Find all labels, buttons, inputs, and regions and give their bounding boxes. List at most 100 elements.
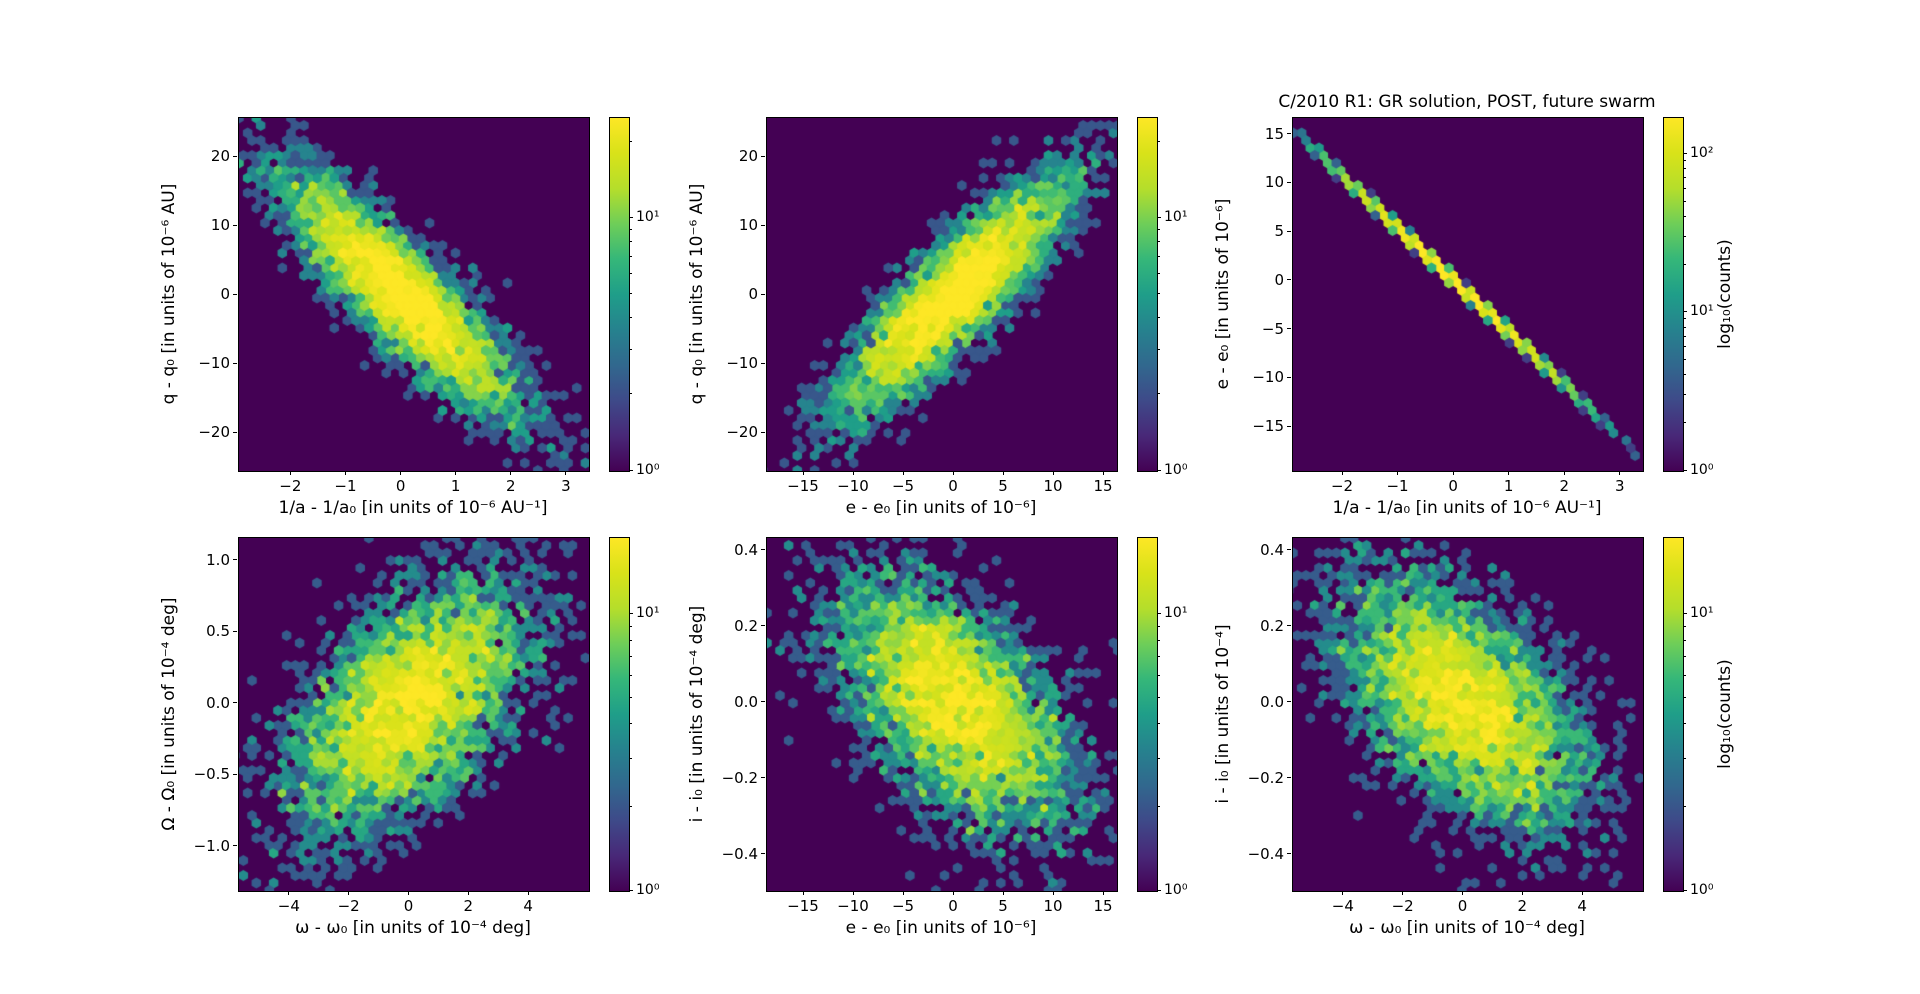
y-tick (233, 559, 237, 561)
y-tick (761, 701, 765, 703)
x-tick-label: 0 (948, 897, 958, 915)
y-tick (1287, 133, 1291, 135)
colorbar-tick-label: 10¹ (1164, 605, 1188, 622)
colorbar-minor-tick (1157, 674, 1160, 676)
x-tick (565, 471, 567, 475)
x-tick-label: −5 (891, 897, 915, 915)
colorbar-minor-tick (1683, 656, 1686, 658)
colorbar-tick (629, 469, 633, 471)
x-tick-label: 0 (403, 897, 414, 915)
x-tick-label: 2 (1559, 477, 1569, 495)
y-tick-label: −10 (198, 354, 230, 373)
x-tick (1508, 471, 1510, 475)
y-tick (761, 155, 765, 157)
y-axis-label: q - q₀ [in units of 10⁻⁶ AU] (159, 183, 179, 404)
colorbar (1137, 537, 1158, 892)
colorbar-minor-tick (1683, 393, 1686, 395)
y-tick (761, 224, 765, 226)
x-axis-label: 1/a - 1/a₀ [in units of 10⁻⁶ AU⁻¹] (278, 498, 548, 518)
colorbar-minor-tick (629, 241, 632, 243)
colorbar-tick (1683, 469, 1687, 471)
y-axis-label: e - e₀ [in units of 10⁻⁶] (1213, 198, 1233, 389)
colorbar-tick-label: 10¹ (1690, 605, 1714, 622)
colorbar-minor-tick (1683, 346, 1686, 348)
colorbar-minor-tick (1683, 626, 1686, 628)
x-tick (510, 471, 512, 475)
x-tick (1462, 891, 1463, 895)
x-tick-label: 3 (1614, 477, 1625, 495)
colorbar-minor-tick (1683, 160, 1686, 162)
y-tick (1287, 279, 1291, 281)
x-tick (289, 471, 291, 475)
colorbar-minor-tick (629, 349, 632, 351)
colorbar-minor-tick (1683, 757, 1686, 759)
colorbar-tick (1157, 889, 1161, 891)
x-tick (852, 891, 854, 895)
x-tick (455, 471, 457, 475)
y-tick-label: 0.0 (1260, 692, 1284, 711)
y-tick (233, 773, 237, 775)
colorbar-minor-tick (1683, 421, 1686, 423)
colorbar-minor-tick (1157, 393, 1160, 395)
y-tick-label: 0 (1274, 270, 1284, 289)
x-tick (527, 891, 529, 895)
x-tick (802, 471, 804, 475)
colorbar-tick (629, 889, 633, 891)
x-tick (1002, 891, 1004, 895)
y-tick (1287, 625, 1291, 627)
colorbar-tick-label: 10¹ (636, 208, 660, 225)
x-tick (1002, 471, 1004, 475)
x-tick-label: 3 (561, 477, 571, 495)
y-tick-label: 20 (210, 147, 230, 166)
x-tick (1402, 891, 1404, 895)
x-tick (902, 891, 904, 895)
colorbar-minor-tick (1157, 806, 1160, 808)
x-tick-label: −2 (1391, 897, 1414, 915)
colorbar-minor-tick (629, 273, 632, 274)
y-tick-label: −1.0 (193, 836, 230, 855)
colorbar (1663, 537, 1684, 892)
y-tick (233, 702, 237, 704)
colorbar-tick-label: 10¹ (636, 605, 660, 622)
y-axis-label: i - i₀ [in units of 10⁻⁴ deg] (687, 605, 707, 822)
y-tick (1287, 230, 1291, 232)
colorbar-minor-tick (1683, 358, 1686, 360)
x-tick (952, 891, 954, 895)
y-tick (1287, 549, 1291, 551)
x-tick-label: −10 (837, 897, 869, 915)
x-tick-label: 4 (523, 897, 533, 915)
y-tick-label: 10 (210, 216, 230, 235)
x-tick-label: 10 (1043, 477, 1063, 495)
y-tick-label: −10 (1252, 368, 1284, 387)
colorbar-tick-label: 10² (1690, 144, 1714, 161)
colorbar-tick (1683, 613, 1687, 615)
x-tick-label: 0 (395, 477, 406, 495)
colorbar-minor-tick (1157, 293, 1160, 294)
colorbar-tick-label: 10⁰ (636, 881, 660, 898)
y-tick-label: 0.4 (1260, 540, 1284, 559)
x-axis-label: ω - ω₀ [in units of 10⁻⁴ deg] (1349, 918, 1585, 938)
y-tick-label: −0.2 (721, 768, 758, 787)
colorbar-minor-tick (1683, 318, 1686, 320)
y-tick (233, 362, 237, 364)
hexbin-canvas (766, 537, 1118, 892)
x-axis-label: e - e₀ [in units of 10⁻⁶] (845, 918, 1037, 938)
x-tick (1052, 891, 1054, 895)
y-tick (1287, 425, 1291, 427)
x-tick-label: 5 (998, 897, 1008, 915)
colorbar-tick (1683, 152, 1687, 154)
y-tick (233, 224, 237, 226)
x-tick-label: 5 (998, 477, 1008, 495)
colorbar-tick-label: 10⁰ (636, 461, 660, 478)
colorbar-tick (1157, 469, 1161, 471)
x-tick (1521, 891, 1523, 895)
x-axis-label: 1/a - 1/a₀ [in units of 10⁻⁶ AU⁻¹] (1332, 498, 1602, 518)
y-axis-label: q - q₀ [in units of 10⁻⁶ AU] (687, 183, 707, 404)
y-tick (761, 625, 765, 627)
colorbar-tick (1157, 613, 1161, 615)
y-tick-label: −0.2 (1247, 768, 1284, 787)
y-tick-label: −20 (726, 423, 758, 442)
y-tick-label: 0.2 (734, 616, 758, 635)
colorbar-minor-tick (629, 806, 632, 808)
y-tick-label: 0 (220, 285, 230, 304)
